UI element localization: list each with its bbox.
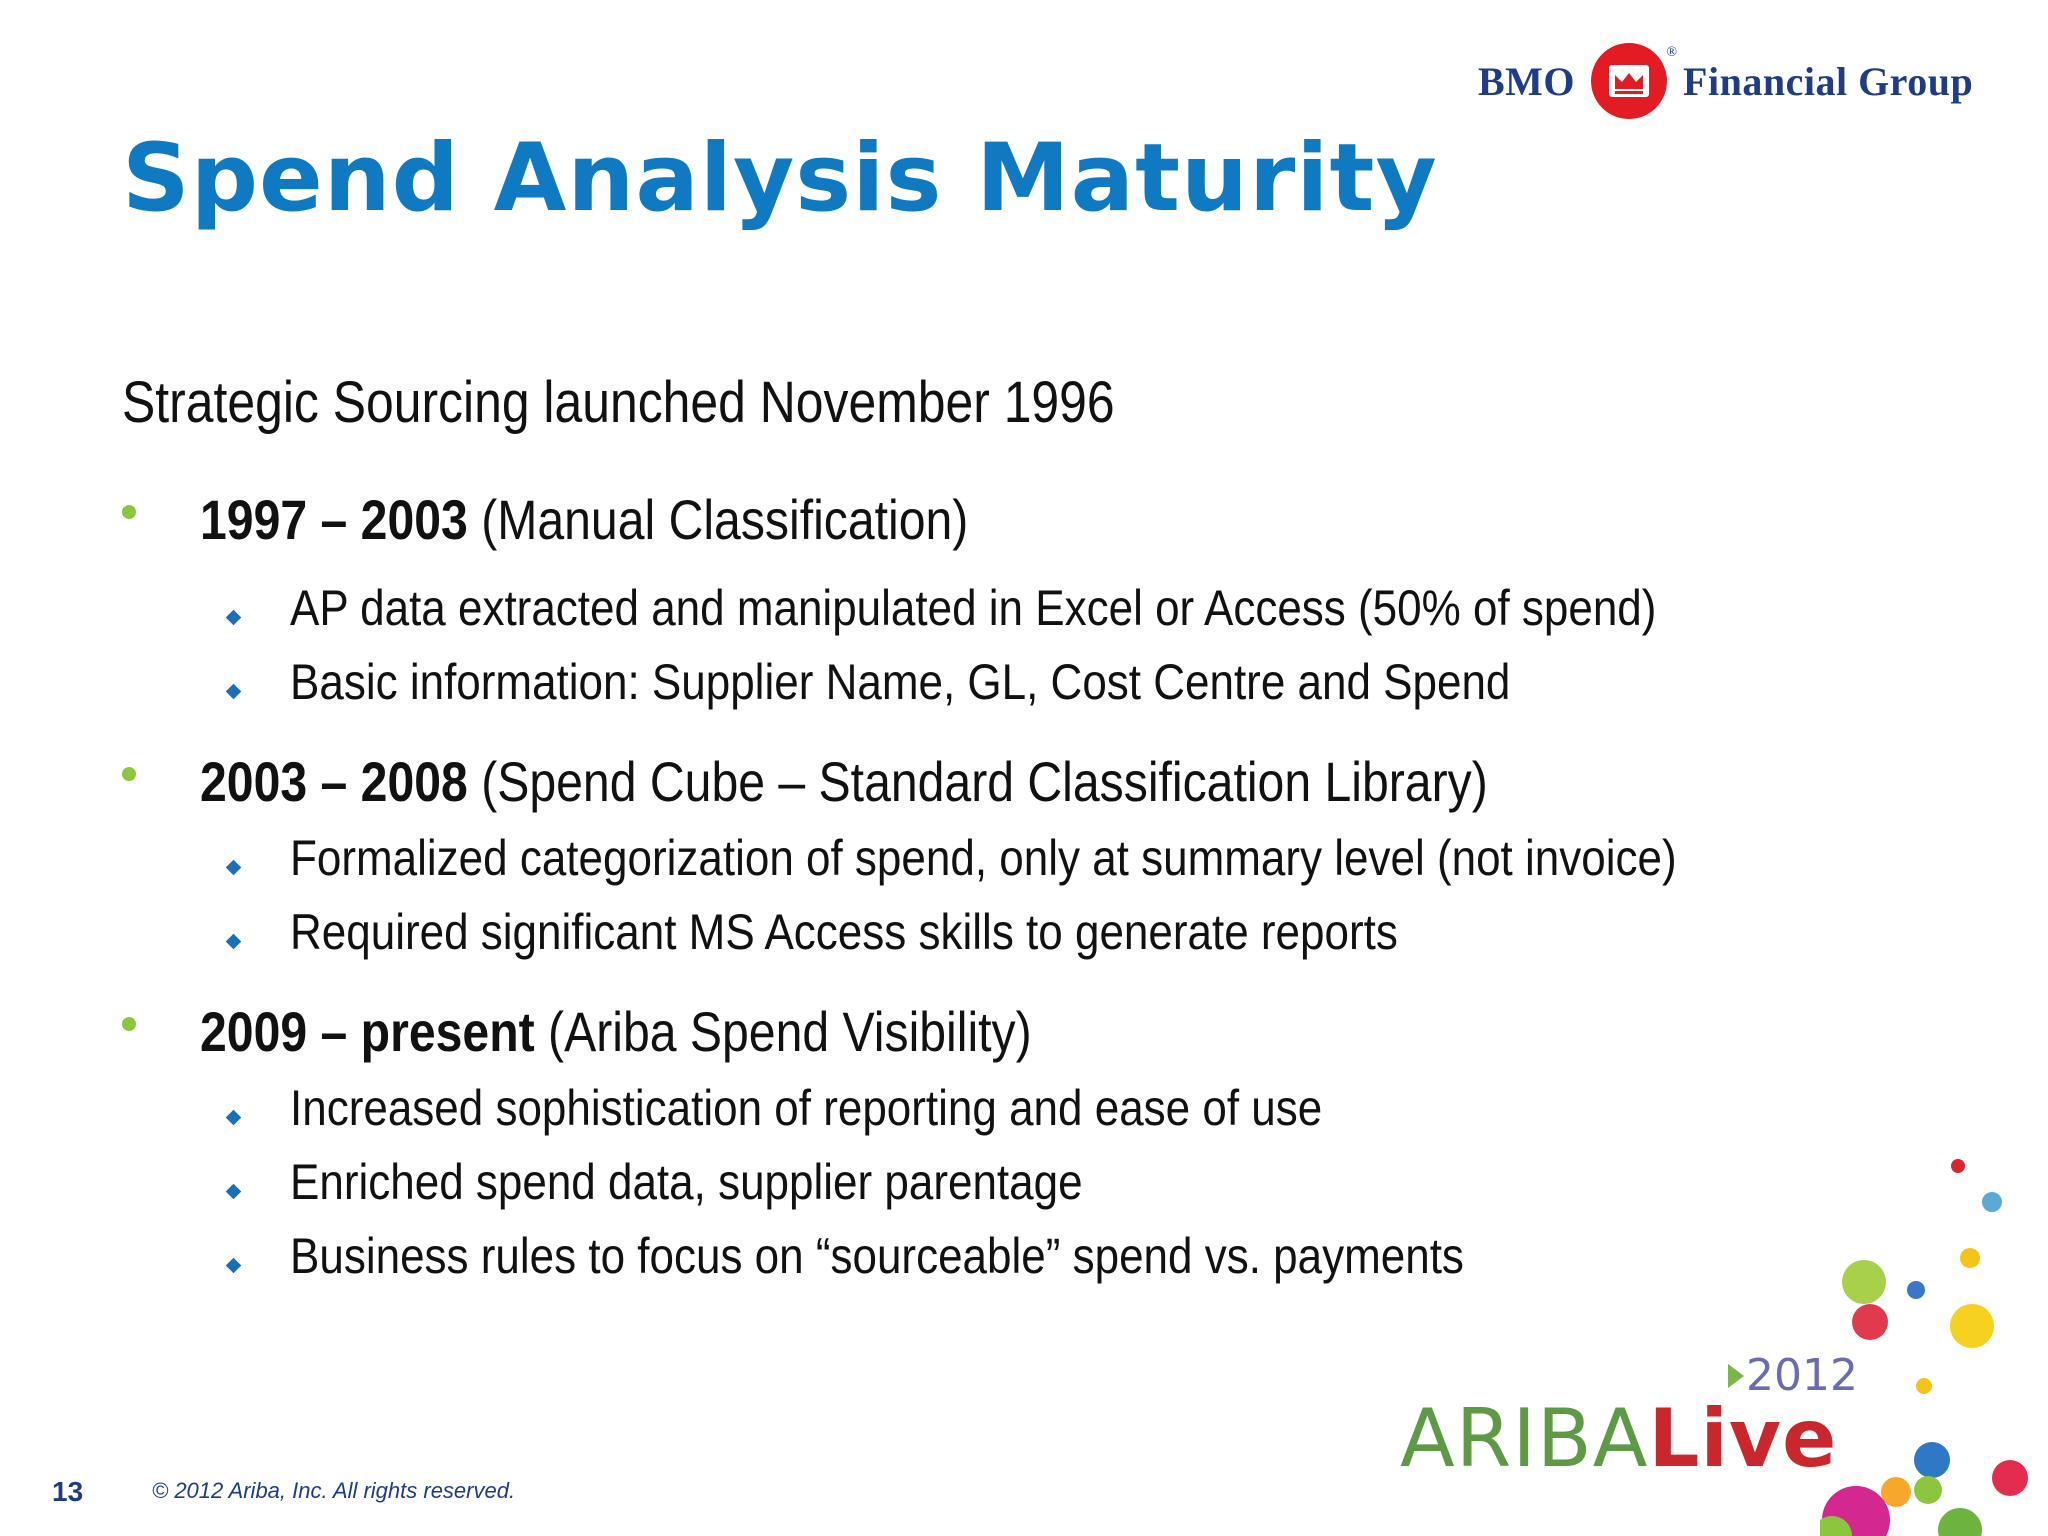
section-period: 2003 – 2008 (200, 749, 468, 813)
section-heading: 2003 – 2008 (Spend Cube – Standard Class… (200, 749, 1488, 814)
section-period: 1997 – 2003 (200, 487, 468, 551)
list-item-text: AP data extracted and manipulated in Exc… (290, 580, 1657, 636)
section-1997-2003: 1997 – 2003 (Manual Classification) (122, 484, 968, 554)
slide-title: Spend Analysis Maturity (122, 124, 1438, 233)
list-item-text: Business rules to focus on “sourceable” … (290, 1228, 1464, 1284)
bullet-dot-icon (122, 505, 136, 519)
bmo-logo-right-text: Financial Group (1683, 58, 1974, 104)
section-label: (Manual Classification) (481, 487, 969, 551)
diamond-bullet-icon (225, 683, 242, 699)
list-item: AP data extracted and manipulated in Exc… (225, 578, 1656, 638)
page-number: 13 (52, 1476, 84, 1507)
list-item: Increased sophistication of reporting an… (225, 1078, 1322, 1138)
list-item-text: Enriched spend data, supplier parentage (290, 1154, 1083, 1210)
diamond-bullet-icon (225, 609, 242, 625)
list-item-text: Formalized categorization of spend, only… (290, 830, 1677, 886)
list-item: Basic information: Supplier Name, GL, Co… (225, 652, 1510, 712)
bmo-roundel-icon: ® (1591, 43, 1677, 119)
diamond-bullet-icon (225, 1109, 242, 1125)
section-heading: 2009 – present (Ariba Spend Visibility) (200, 999, 1032, 1064)
diamond-bullet-icon (225, 859, 242, 875)
section-2009-present: 2009 – present (Ariba Spend Visibility) (122, 996, 1032, 1066)
bullet-dot-icon (122, 1017, 136, 1031)
confetti-dots-decoration (1820, 1159, 2028, 1536)
list-item: Business rules to focus on “sourceable” … (225, 1226, 1464, 1286)
list-item: Required significant MS Access skills to… (225, 902, 1398, 962)
section-heading: 1997 – 2003 (Manual Classification) (200, 487, 968, 552)
wordmark-live: Live (1648, 1392, 1838, 1485)
event-year: 2012 (1746, 1350, 1858, 1401)
aribalive-wordmark: ARIBALive (1400, 1392, 1837, 1485)
section-2003-2008: 2003 – 2008 (Spend Cube – Standard Class… (122, 746, 1488, 816)
bmo-financial-group-logo: BMO ® Financial Group (1478, 38, 1973, 124)
copyright-notice: © 2012 Ariba, Inc. All rights reserved. (152, 1478, 516, 1503)
aribalive-2012-logo: 2012 ARIBALive (1400, 1350, 2040, 1536)
wordmark-ariba: ARIBA (1400, 1392, 1649, 1485)
list-item-text: Basic information: Supplier Name, GL, Co… (290, 654, 1511, 710)
section-label: (Ariba Spend Visibility) (548, 999, 1032, 1063)
list-item-text: Required significant MS Access skills to… (290, 904, 1398, 960)
bmo-logo-left-text: BMO (1478, 58, 1576, 104)
intro-text: Strategic Sourcing launched November 199… (122, 370, 1115, 435)
diamond-bullet-icon (225, 933, 242, 949)
section-period: 2009 – present (200, 999, 535, 1063)
list-item: Enriched spend data, supplier parentage (225, 1152, 1083, 1212)
section-label: (Spend Cube – Standard Classification Li… (481, 749, 1488, 813)
play-triangle-icon (1728, 1364, 1744, 1388)
bullet-dot-icon (122, 767, 136, 781)
registered-mark-icon: ® (1666, 45, 1678, 60)
diamond-bullet-icon (225, 1183, 242, 1199)
list-item: Formalized categorization of spend, only… (225, 828, 1677, 888)
list-item-text: Increased sophistication of reporting an… (290, 1080, 1323, 1136)
diamond-bullet-icon (225, 1257, 242, 1273)
